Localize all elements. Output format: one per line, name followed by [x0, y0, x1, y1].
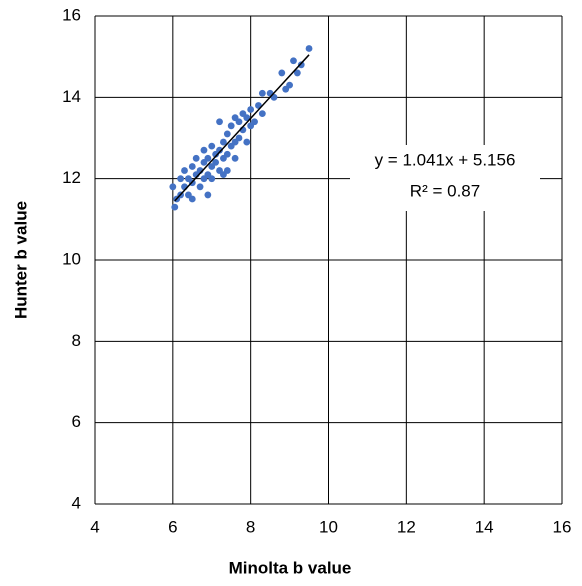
x-tick-label: 14: [475, 517, 494, 536]
equation-box: [350, 145, 540, 211]
data-point: [231, 154, 239, 162]
y-tick-label: 6: [72, 412, 81, 431]
data-point: [235, 134, 243, 142]
y-tick-label: 14: [62, 87, 81, 106]
data-point: [188, 195, 196, 203]
data-point: [208, 175, 216, 183]
data-point: [293, 69, 301, 77]
y-tick-label: 4: [72, 493, 81, 512]
data-point: [216, 118, 223, 126]
data-point: [286, 81, 293, 89]
data-point: [223, 150, 231, 158]
x-axis-label: Minolta b value: [229, 558, 352, 577]
trendline-equation: y = 1.041x + 5.156: [375, 150, 516, 169]
data-point: [235, 118, 243, 126]
y-tick-label: 10: [62, 249, 81, 268]
x-tick-label: 10: [319, 517, 338, 536]
data-point: [181, 167, 188, 174]
data-point: [171, 203, 179, 211]
data-point: [208, 142, 216, 150]
data-point: [192, 154, 200, 162]
data-point: [305, 45, 313, 52]
data-point: [220, 171, 227, 179]
data-point: [258, 89, 266, 97]
data-point: [223, 130, 231, 138]
data-point: [227, 122, 235, 130]
data-point: [204, 191, 212, 199]
x-tick-label: 4: [90, 517, 99, 536]
x-tick-label: 6: [168, 517, 177, 536]
data-point: [220, 138, 227, 146]
data-point: [196, 183, 204, 191]
data-point: [251, 118, 258, 126]
data-point: [243, 114, 251, 122]
data-point: [247, 106, 255, 113]
data-point: [278, 69, 286, 77]
data-point: [212, 159, 220, 166]
trendline: [174, 54, 310, 202]
y-tick-label: 16: [62, 5, 81, 24]
trendline-r2: R² = 0.87: [410, 181, 480, 200]
y-axis-label: Hunter b value: [11, 201, 30, 319]
data-point: [200, 146, 208, 154]
data-point: [290, 57, 297, 65]
y-tick-label: 8: [72, 331, 81, 350]
data-point: [188, 163, 196, 170]
data-point: [297, 61, 305, 69]
x-tick-label: 8: [246, 517, 255, 536]
y-tick-label: 12: [62, 168, 81, 187]
data-point: [169, 183, 177, 191]
x-tick-label: 12: [397, 517, 416, 536]
data-point: [177, 175, 185, 183]
x-tick-label: 16: [553, 517, 572, 536]
data-point: [258, 110, 266, 117]
data-point: [216, 146, 223, 154]
data-point: [243, 138, 251, 146]
data-point: [204, 154, 212, 162]
